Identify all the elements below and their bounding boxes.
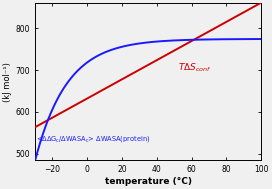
Y-axis label: (kJ mol⁻¹): (kJ mol⁻¹) bbox=[4, 62, 13, 102]
Text: <$\Delta\Delta$G$_\mathregular{c}$/$\Delta$WASA$_\mathregular{c}$> $\Delta$WASA(: <$\Delta\Delta$G$_\mathregular{c}$/$\Del… bbox=[36, 134, 151, 144]
X-axis label: temperature (°C): temperature (°C) bbox=[104, 177, 191, 186]
Text: T$\Delta$S$_\mathregular{conf}$: T$\Delta$S$_\mathregular{conf}$ bbox=[178, 61, 211, 74]
